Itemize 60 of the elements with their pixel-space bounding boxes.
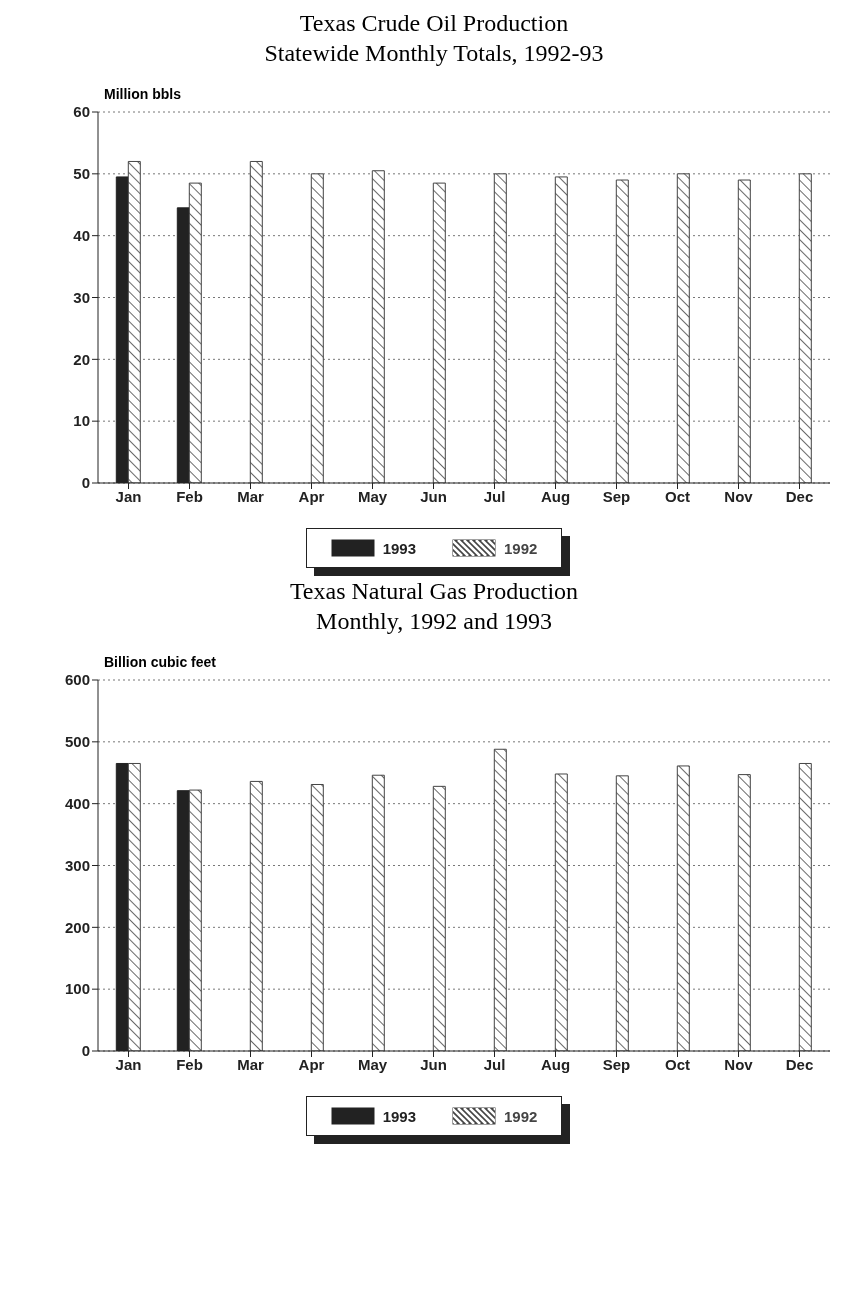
y-tick-label: 50 bbox=[73, 165, 90, 183]
y-tick-label: 0 bbox=[81, 1042, 90, 1060]
bar bbox=[554, 176, 568, 483]
x-tick-label: Nov bbox=[724, 487, 754, 505]
x-tick-label: Apr bbox=[298, 487, 325, 505]
y-tick-label: 100 bbox=[64, 980, 90, 998]
bar bbox=[127, 160, 141, 483]
bar bbox=[371, 170, 385, 483]
x-tick-label: Aug bbox=[540, 487, 571, 505]
bar bbox=[249, 160, 263, 483]
bar bbox=[737, 179, 751, 483]
chart-subtitle: Monthly, 1992 and 1993 bbox=[315, 607, 553, 636]
bar bbox=[432, 182, 446, 483]
x-tick-label: Mar bbox=[237, 1055, 264, 1073]
x-tick-label: Jun bbox=[420, 1055, 447, 1073]
x-tick-label: Jun bbox=[420, 487, 447, 505]
x-tick-label: Sep bbox=[602, 1055, 631, 1073]
y-axis-title: Billion cubic feet bbox=[104, 654, 217, 670]
y-tick-label: 10 bbox=[73, 412, 90, 430]
y-tick-label: 0 bbox=[81, 474, 90, 492]
chart-title: Texas Crude Oil Production bbox=[298, 9, 570, 38]
chart-title: Texas Natural Gas Production bbox=[288, 577, 580, 606]
x-tick-label: Sep bbox=[602, 487, 631, 505]
bar bbox=[188, 182, 202, 483]
x-tick-label: Dec bbox=[785, 487, 814, 505]
bar bbox=[615, 179, 629, 483]
x-tick-label: Mar bbox=[237, 487, 264, 505]
y-tick-label: 600 bbox=[64, 671, 90, 689]
y-axis-title: Million bbls bbox=[104, 86, 182, 102]
x-tick-label: Oct bbox=[664, 487, 691, 505]
legend-label: 1993 bbox=[382, 539, 416, 557]
x-tick-label: Jan bbox=[115, 487, 142, 505]
chart-subtitle: Statewide Monthly Totals, 1992-93 bbox=[263, 39, 605, 68]
x-tick-label: Jul bbox=[483, 1055, 506, 1073]
text: 1992 bbox=[504, 1107, 538, 1125]
x-tick-label: Feb bbox=[176, 487, 203, 505]
text: 1992 bbox=[504, 539, 538, 557]
bar bbox=[798, 173, 812, 483]
y-tick-label: 300 bbox=[64, 856, 90, 874]
x-tick-label: Jan bbox=[115, 1055, 142, 1073]
x-tick-label: Oct bbox=[664, 1055, 691, 1073]
legend-label: 1993 bbox=[382, 1107, 416, 1125]
x-tick-label: Feb bbox=[176, 1055, 203, 1073]
x-tick-label: Dec bbox=[785, 1055, 814, 1073]
y-tick-label: 40 bbox=[73, 226, 90, 244]
y-tick-label: 20 bbox=[73, 350, 90, 368]
y-tick-label: 60 bbox=[73, 103, 90, 121]
bar bbox=[493, 173, 507, 483]
x-tick-label: May bbox=[357, 1055, 388, 1073]
bar bbox=[310, 173, 324, 483]
y-tick-label: 500 bbox=[64, 733, 90, 751]
bar bbox=[676, 173, 690, 483]
x-tick-label: Jul bbox=[483, 487, 506, 505]
y-tick-label: 200 bbox=[64, 918, 90, 936]
y-tick-label: 400 bbox=[64, 794, 90, 812]
x-tick-label: May bbox=[357, 487, 388, 505]
y-tick-label: 30 bbox=[73, 288, 90, 306]
x-tick-label: Nov bbox=[724, 1055, 754, 1073]
x-tick-label: Aug bbox=[540, 1055, 571, 1073]
x-tick-label: Apr bbox=[298, 1055, 325, 1073]
